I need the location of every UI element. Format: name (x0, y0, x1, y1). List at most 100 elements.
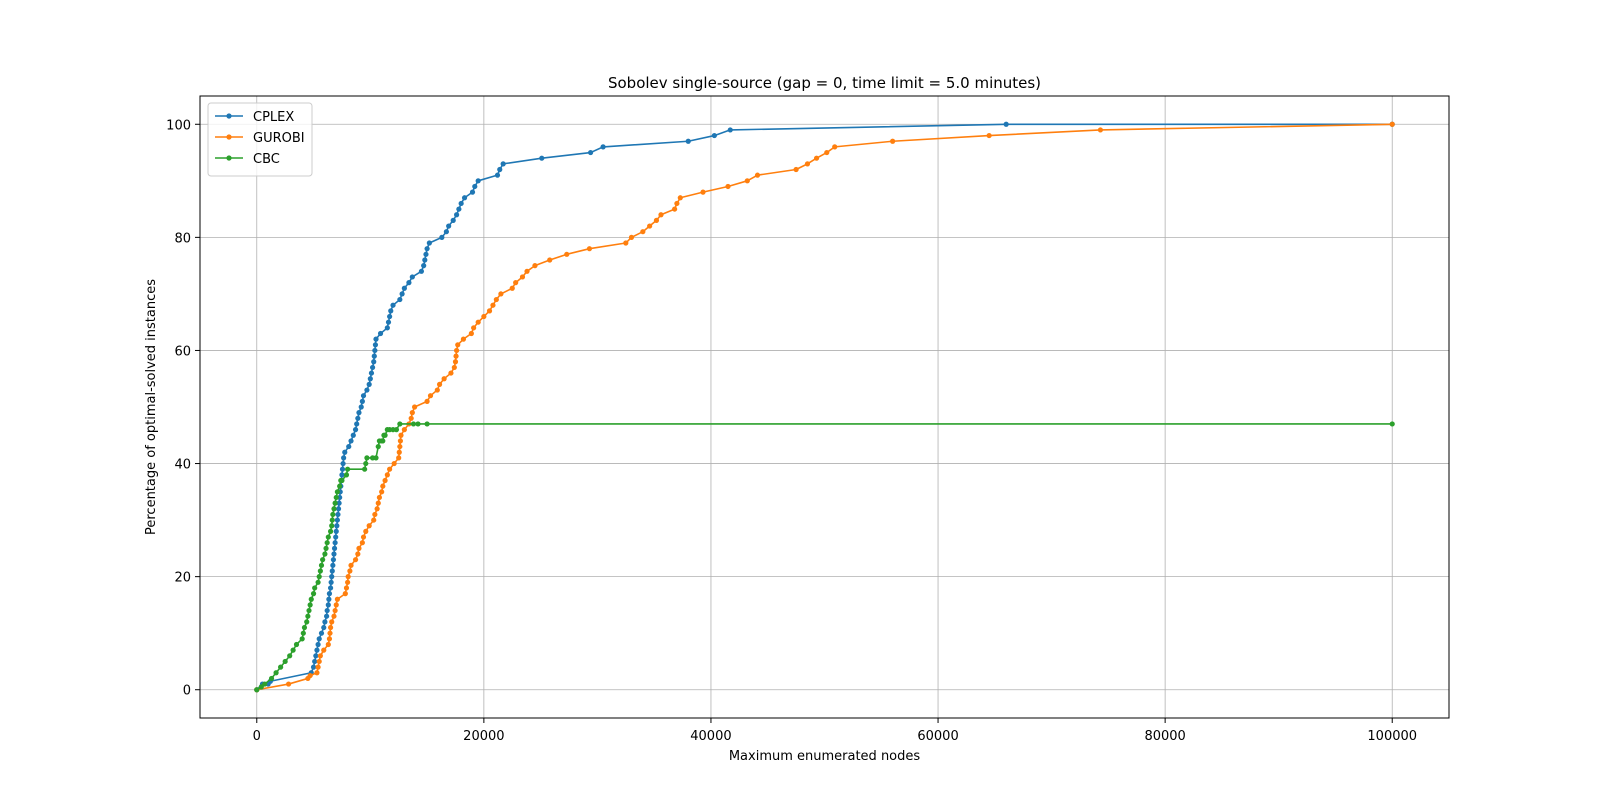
data-point-cbc (315, 579, 321, 585)
x-tick-label: 100000 (1367, 729, 1417, 744)
data-point-gurobi (813, 155, 820, 161)
data-point-gurobi (375, 500, 381, 506)
data-point-cplex (446, 223, 452, 229)
data-point-gurobi (475, 319, 481, 325)
data-point-gurobi (519, 274, 526, 280)
x-tick-label: 80000 (1144, 729, 1185, 744)
data-point-gurobi (396, 449, 402, 455)
data-point-gurobi (343, 585, 350, 591)
y-tick-label: 60 (174, 344, 191, 359)
data-point-gurobi (314, 670, 320, 676)
data-point-gurobi (412, 404, 418, 410)
data-point-cplex (497, 166, 503, 173)
data-point-gurobi (754, 172, 761, 178)
data-point-cplex (458, 200, 464, 207)
data-point-gurobi (586, 246, 593, 252)
data-point-cbc (278, 664, 284, 670)
data-point-cplex (711, 132, 717, 139)
data-point-gurobi (547, 257, 553, 263)
data-point-gurobi (326, 636, 333, 642)
data-point-cplex (328, 579, 334, 585)
data-point-cplex (333, 528, 339, 535)
data-point-gurobi (334, 596, 340, 602)
data-point-cplex (346, 443, 352, 450)
data-point-gurobi (396, 455, 402, 461)
data-point-cplex (450, 217, 456, 223)
data-point-gurobi (371, 517, 377, 523)
data-point-gurobi (647, 223, 653, 229)
legend: CPLEX GUROBI CBC (207, 102, 313, 177)
series-gurobi (254, 121, 1395, 693)
data-point-gurobi (356, 545, 362, 551)
data-point-cplex (354, 421, 360, 427)
data-point-gurobi (455, 342, 461, 348)
y-axis-label: Percentage of optimal-solved instances (144, 279, 159, 535)
data-point-cbc (318, 562, 325, 568)
data-point-gurobi (490, 302, 496, 308)
data-point-cbc (293, 641, 300, 648)
data-point-cbc (329, 517, 335, 523)
data-point-cbc (306, 607, 312, 614)
data-point-cbc (300, 630, 306, 636)
data-point-cbc (332, 500, 338, 506)
data-point-cplex (1003, 121, 1009, 127)
data-point-cplex (390, 302, 396, 308)
data-point-gurobi (372, 511, 378, 518)
data-point-cplex (418, 268, 425, 274)
data-point-gurobi (653, 217, 660, 223)
data-point-gurobi (333, 602, 339, 608)
data-point-cplex (371, 353, 377, 359)
data-point-cplex (358, 404, 364, 410)
series-cbc (254, 421, 1395, 693)
data-point-gurobi (363, 528, 369, 535)
data-point-cbc (320, 557, 326, 563)
data-point-gurobi (352, 557, 359, 563)
data-point-gurobi (384, 472, 390, 478)
data-point-gurobi (623, 240, 629, 246)
data-point-cplex (313, 653, 319, 659)
data-point-gurobi (832, 144, 838, 150)
legend-marker-gurobi (226, 134, 232, 140)
data-point-gurobi (674, 200, 680, 207)
axis-ticks: 0 20000 40000 60000 80000 100000 0 20 40 60 80 100 (166, 118, 1417, 744)
data-point-gurobi (327, 624, 334, 631)
data-point-cplex (325, 602, 331, 608)
x-tick-label: 40000 (690, 729, 731, 744)
data-point-gurobi (1097, 127, 1104, 133)
data-point-cplex (332, 540, 338, 546)
data-point-cplex (336, 500, 342, 506)
plot-background (200, 96, 1449, 718)
data-point-gurobi (408, 415, 414, 421)
data-point-gurobi (481, 313, 487, 320)
data-point-cbc (415, 421, 421, 427)
data-point-gurobi (744, 178, 750, 184)
data-point-gurobi (493, 296, 499, 303)
data-point-cplex (401, 285, 407, 291)
data-point-cplex (312, 658, 318, 665)
data-point-gurobi (564, 251, 570, 257)
data-point-gurobi (986, 132, 992, 139)
data-point-gurobi (532, 263, 538, 269)
data-point-gurobi (452, 359, 459, 365)
data-point-cplex (331, 551, 337, 557)
data-point-cbc (410, 421, 417, 427)
data-point-cbc (290, 647, 296, 653)
data-point-cplex (352, 427, 359, 433)
data-point-cplex (321, 624, 327, 631)
data-point-cplex (422, 257, 428, 263)
data-point-cbc (329, 523, 335, 529)
data-point-cplex (350, 432, 356, 438)
series-cplex (254, 121, 1395, 693)
data-point-cplex (384, 325, 390, 331)
data-point-gurobi (725, 183, 731, 190)
data-point-cplex (475, 178, 481, 184)
data-point-cplex (339, 466, 346, 472)
data-point-cplex (399, 291, 405, 297)
data-point-cplex (387, 313, 393, 320)
data-point-cplex (461, 195, 468, 201)
data-point-cbc (362, 466, 368, 472)
data-point-cplex (423, 251, 429, 257)
data-point-cbc (310, 591, 317, 597)
data-point-cplex (341, 455, 347, 461)
